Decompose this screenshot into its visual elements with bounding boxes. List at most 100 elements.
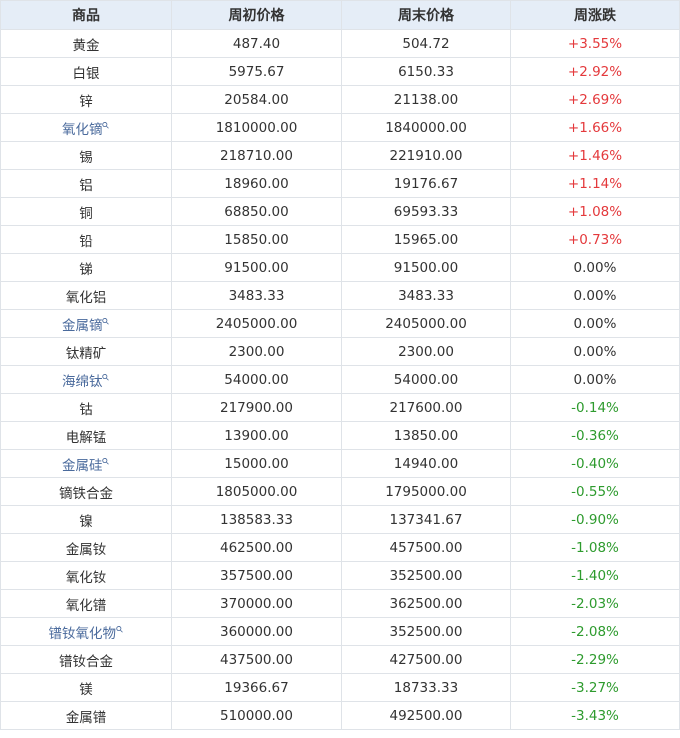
end-price-cell: 6150.33 xyxy=(341,57,511,86)
commodity-cell[interactable]: 金属镝⚲ xyxy=(0,309,172,338)
change-cell: -2.03% xyxy=(510,589,680,618)
table-row: 氧化钕 357500.00 352500.00 -1.40% xyxy=(0,561,680,590)
change-cell: 0.00% xyxy=(510,309,680,338)
commodity-cell: 镍 xyxy=(0,505,172,534)
end-price-cell: 18733.33 xyxy=(341,673,511,702)
commodity-cell: 钴 xyxy=(0,393,172,422)
end-price-cell: 457500.00 xyxy=(341,533,511,562)
commodity-cell: 铜 xyxy=(0,197,172,226)
end-price-cell: 352500.00 xyxy=(341,617,511,646)
table-row: 镍 138583.33 137341.67 -0.90% xyxy=(0,505,680,534)
commodity-cell: 钛精矿 xyxy=(0,337,172,366)
change-cell: -3.27% xyxy=(510,673,680,702)
commodity-cell: 氧化铝 xyxy=(0,281,172,310)
table-row: 镁 19366.67 18733.33 -3.27% xyxy=(0,673,680,702)
start-price-cell: 357500.00 xyxy=(171,561,342,590)
start-price-cell: 54000.00 xyxy=(171,365,342,394)
start-price-cell: 15000.00 xyxy=(171,449,342,478)
start-price-cell: 437500.00 xyxy=(171,645,342,674)
commodity-cell[interactable]: 海绵钛⚲ xyxy=(0,365,172,394)
commodity-link[interactable]: 海绵钛 xyxy=(61,373,103,390)
start-price-cell: 19366.67 xyxy=(171,673,342,702)
change-cell: 0.00% xyxy=(510,281,680,310)
table-row: 金属镨 510000.00 492500.00 -3.43% xyxy=(0,701,680,730)
table-row: 钛精矿 2300.00 2300.00 0.00% xyxy=(0,337,680,366)
table-row: 氧化镝⚲ 1810000.00 1840000.00 +1.66% xyxy=(0,113,680,142)
commodity-cell: 铝 xyxy=(0,169,172,198)
start-price-cell: 20584.00 xyxy=(171,85,342,114)
commodity-link[interactable]: 金属硅 xyxy=(61,457,103,474)
change-cell: 0.00% xyxy=(510,253,680,282)
change-cell: +1.08% xyxy=(510,197,680,226)
start-price-cell: 462500.00 xyxy=(171,533,342,562)
change-cell: -1.08% xyxy=(510,533,680,562)
search-icon[interactable]: ⚲ xyxy=(100,456,113,468)
start-price-cell: 360000.00 xyxy=(171,617,342,646)
change-cell: +1.14% xyxy=(510,169,680,198)
commodity-cell: 黄金 xyxy=(0,29,172,58)
start-price-cell: 5975.67 xyxy=(171,57,342,86)
commodity-link[interactable]: 金属镝 xyxy=(61,317,103,334)
commodity-cell[interactable]: 金属硅⚲ xyxy=(0,449,172,478)
end-price-cell: 91500.00 xyxy=(341,253,511,282)
table-row: 金属镝⚲ 2405000.00 2405000.00 0.00% xyxy=(0,309,680,338)
commodity-cell: 金属钕 xyxy=(0,533,172,562)
table-row: 锡 218710.00 221910.00 +1.46% xyxy=(0,141,680,170)
start-price-cell: 2405000.00 xyxy=(171,309,342,338)
search-icon[interactable]: ⚲ xyxy=(100,120,113,132)
commodity-cell: 锑 xyxy=(0,253,172,282)
commodity-cell: 金属镨 xyxy=(0,701,172,730)
start-price-cell: 2300.00 xyxy=(171,337,342,366)
start-price-cell: 15850.00 xyxy=(171,225,342,254)
search-icon[interactable]: ⚲ xyxy=(100,372,113,384)
table-row: 黄金 487.40 504.72 +3.55% xyxy=(0,29,680,58)
change-cell: -2.29% xyxy=(510,645,680,674)
table-row: 钴 217900.00 217600.00 -0.14% xyxy=(0,393,680,422)
end-price-cell: 1840000.00 xyxy=(341,113,511,142)
end-price-cell: 427500.00 xyxy=(341,645,511,674)
search-icon[interactable]: ⚲ xyxy=(100,316,113,328)
end-price-cell: 21138.00 xyxy=(341,85,511,114)
change-cell: +1.46% xyxy=(510,141,680,170)
start-price-cell: 510000.00 xyxy=(171,701,342,730)
change-cell: -0.14% xyxy=(510,393,680,422)
end-price-cell: 54000.00 xyxy=(341,365,511,394)
change-cell: -2.08% xyxy=(510,617,680,646)
header-row: 商品 周初价格 周末价格 周涨跌 xyxy=(0,0,680,30)
end-price-cell: 504.72 xyxy=(341,29,511,58)
change-cell: 0.00% xyxy=(510,365,680,394)
change-cell: -0.90% xyxy=(510,505,680,534)
change-cell: +2.69% xyxy=(510,85,680,114)
table-row: 白银 5975.67 6150.33 +2.92% xyxy=(0,57,680,86)
table-row: 镨钕合金 437500.00 427500.00 -2.29% xyxy=(0,645,680,674)
commodity-link[interactable]: 氧化镝 xyxy=(61,121,103,138)
table-row: 氧化镨 370000.00 362500.00 -2.03% xyxy=(0,589,680,618)
commodity-cell: 锌 xyxy=(0,85,172,114)
commodity-link[interactable]: 镨钕氧化物 xyxy=(48,625,116,642)
commodity-cell: 氧化钕 xyxy=(0,561,172,590)
table-row: 金属硅⚲ 15000.00 14940.00 -0.40% xyxy=(0,449,680,478)
start-price-cell: 218710.00 xyxy=(171,141,342,170)
table-row: 金属钕 462500.00 457500.00 -1.08% xyxy=(0,533,680,562)
start-price-cell: 91500.00 xyxy=(171,253,342,282)
start-price-cell: 68850.00 xyxy=(171,197,342,226)
end-price-cell: 13850.00 xyxy=(341,421,511,450)
end-price-cell: 15965.00 xyxy=(341,225,511,254)
start-price-cell: 18960.00 xyxy=(171,169,342,198)
end-price-cell: 19176.67 xyxy=(341,169,511,198)
end-price-cell: 1795000.00 xyxy=(341,477,511,506)
start-price-cell: 13900.00 xyxy=(171,421,342,450)
table-row: 锑 91500.00 91500.00 0.00% xyxy=(0,253,680,282)
search-icon[interactable]: ⚲ xyxy=(114,624,127,636)
table-row: 铅 15850.00 15965.00 +0.73% xyxy=(0,225,680,254)
end-price-cell: 137341.67 xyxy=(341,505,511,534)
change-cell: -0.40% xyxy=(510,449,680,478)
change-cell: -0.55% xyxy=(510,477,680,506)
commodity-cell[interactable]: 氧化镝⚲ xyxy=(0,113,172,142)
commodity-cell: 镁 xyxy=(0,673,172,702)
start-price-cell: 217900.00 xyxy=(171,393,342,422)
change-cell: +2.92% xyxy=(510,57,680,86)
change-cell: +1.66% xyxy=(510,113,680,142)
commodity-cell: 镝铁合金 xyxy=(0,477,172,506)
commodity-cell[interactable]: 镨钕氧化物⚲ xyxy=(0,617,172,646)
